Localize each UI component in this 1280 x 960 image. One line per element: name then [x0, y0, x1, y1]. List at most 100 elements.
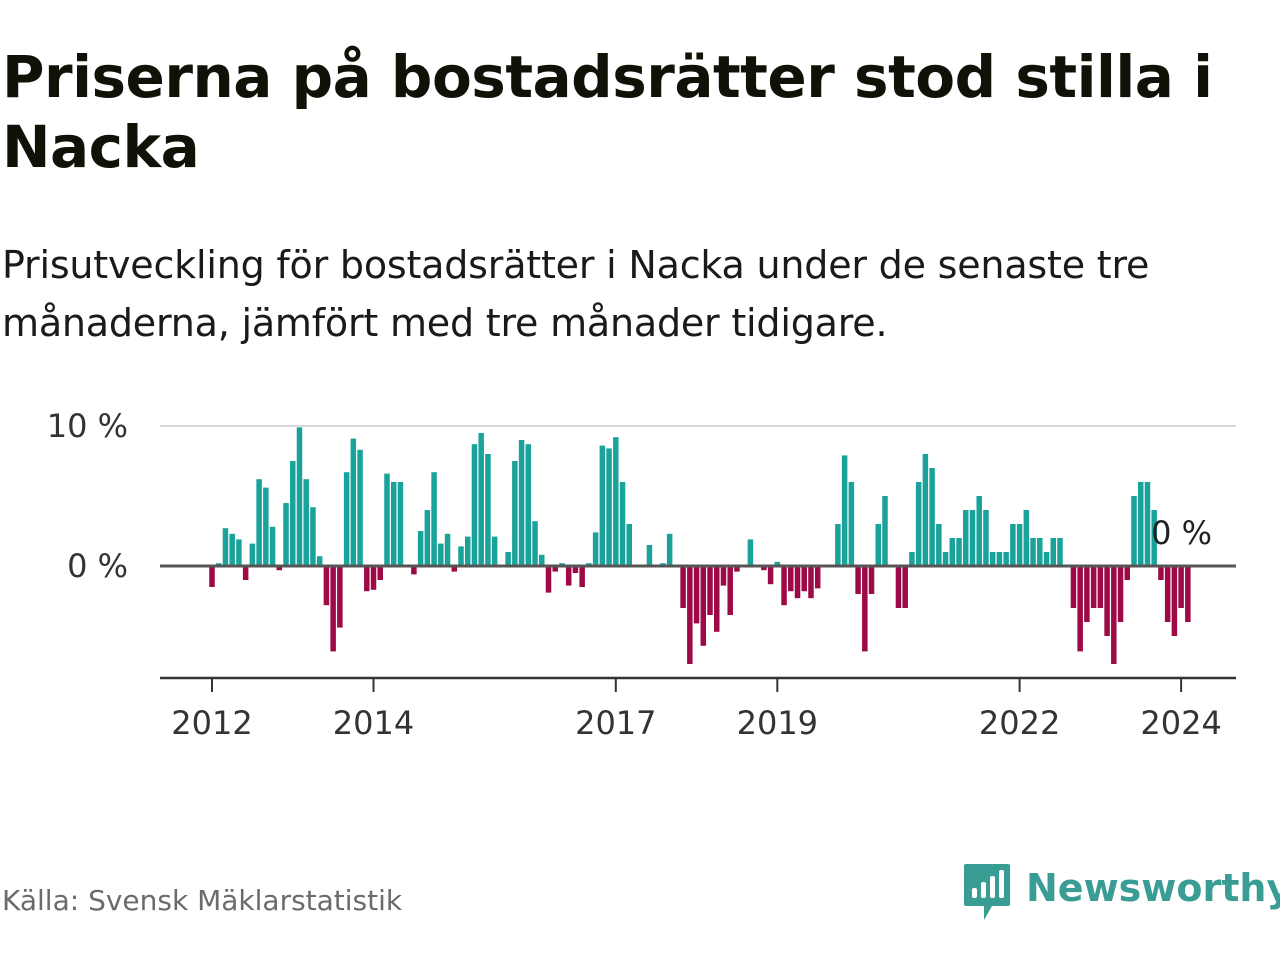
x-tick-label: 2019 — [737, 704, 818, 742]
bar-chart: 0 % 10 % 2012 2014 2017 2019 2022 2024 0 % — [47, 407, 1236, 742]
bar-positive — [1037, 538, 1043, 566]
bar-positive — [619, 482, 626, 566]
bar-positive — [464, 536, 471, 566]
bar-positive — [478, 433, 484, 566]
bar-negative — [377, 566, 383, 580]
chart-subtitle: Prisutveckling för bostadsrätter i Nacka… — [2, 243, 1150, 345]
source-note: Källa: Svensk Mäklarstatistik — [2, 884, 403, 917]
bar-negative — [895, 566, 902, 608]
bar-positive — [249, 543, 256, 566]
bar-negative — [720, 566, 727, 586]
bar-positive — [512, 461, 518, 566]
bar-positive — [310, 507, 316, 566]
bar-negative — [1097, 566, 1104, 608]
bar-negative — [700, 566, 707, 646]
bar-positive — [1030, 538, 1036, 566]
bar-negative — [1077, 566, 1083, 652]
bar-positive — [491, 536, 498, 566]
bar-positive — [316, 556, 323, 566]
bar-negative — [1070, 566, 1077, 608]
bar-negative — [451, 566, 458, 572]
bar-negative — [855, 566, 861, 594]
bar-negative — [1124, 566, 1131, 580]
bar-positive — [384, 473, 390, 566]
bar-positive — [606, 448, 612, 566]
bar-positive — [222, 528, 229, 566]
bar-positive — [296, 427, 303, 566]
bar-positive — [471, 444, 478, 566]
bar-positive — [357, 449, 363, 566]
bar-positive — [956, 538, 962, 566]
x-tick-label: 2014 — [333, 704, 414, 742]
y-tick-label: 0 % — [67, 547, 128, 585]
x-tick-label: 2022 — [979, 704, 1060, 742]
bar-positive — [263, 487, 269, 566]
bar-positive — [909, 552, 915, 566]
bar-negative — [1185, 566, 1191, 622]
bar-negative — [364, 566, 370, 592]
bar-positive — [390, 482, 397, 566]
bar-positive — [996, 552, 1003, 566]
bar-negative — [330, 566, 336, 652]
bar-positive — [599, 445, 606, 566]
bar-positive — [525, 444, 532, 566]
bar-positive — [915, 482, 922, 566]
bar-positive — [236, 539, 242, 566]
bar-negative — [707, 566, 713, 615]
bar-positive — [942, 552, 949, 566]
bar-positive — [774, 561, 781, 566]
brand-name: Newsworthy — [1026, 866, 1280, 910]
bar-negative — [572, 566, 579, 573]
bar-positive — [1023, 510, 1030, 566]
bar-positive — [1010, 524, 1016, 566]
bar-positive — [397, 482, 404, 566]
bar-negative — [1171, 566, 1178, 636]
bar-positive — [350, 438, 357, 566]
bar-negative — [552, 566, 558, 572]
bar-negative — [1164, 566, 1171, 622]
bar-positive — [646, 545, 653, 566]
bar-negative — [734, 566, 740, 572]
bar-positive — [532, 521, 538, 566]
bar-positive — [929, 468, 935, 566]
bar-negative — [1117, 566, 1124, 622]
bar-positive — [626, 524, 633, 566]
bar-positive — [1003, 552, 1009, 566]
bar-positive — [592, 532, 599, 566]
bar-positive — [303, 479, 309, 566]
bar-positive — [539, 554, 545, 566]
bar-positive — [936, 524, 942, 566]
bar-negative — [862, 566, 868, 652]
bar-positive — [458, 546, 464, 566]
x-tick-label: 2024 — [1140, 704, 1221, 742]
bar-positive — [1057, 538, 1063, 566]
x-tick-label: 2017 — [575, 704, 656, 742]
bar-negative — [693, 566, 700, 624]
x-tick-label: 2012 — [171, 704, 252, 742]
bar-negative — [1084, 566, 1090, 622]
bar-positive — [875, 524, 882, 566]
bar-positive — [841, 455, 848, 566]
bar-positive — [666, 533, 673, 566]
bar-negative — [276, 566, 283, 571]
bar-negative — [1178, 566, 1184, 608]
bar-negative — [808, 566, 814, 599]
bar-positive — [417, 531, 424, 566]
bar-negative — [1158, 566, 1164, 580]
bar-negative — [411, 566, 417, 575]
bar-positive — [983, 510, 989, 566]
bar-negative — [680, 566, 686, 608]
bar-positive — [1137, 482, 1144, 566]
bar-negative — [801, 566, 807, 592]
bar-positive — [505, 552, 511, 566]
bar-negative — [545, 566, 552, 593]
bar-positive — [290, 461, 296, 566]
bar-positive — [976, 496, 982, 566]
bar-negative — [902, 566, 908, 608]
bar-negative — [761, 566, 767, 571]
bar-positive — [613, 437, 619, 566]
bar-negative — [370, 566, 377, 590]
bar-positive — [229, 533, 235, 566]
bar-positive — [444, 533, 451, 566]
bar-positive — [1131, 496, 1137, 566]
